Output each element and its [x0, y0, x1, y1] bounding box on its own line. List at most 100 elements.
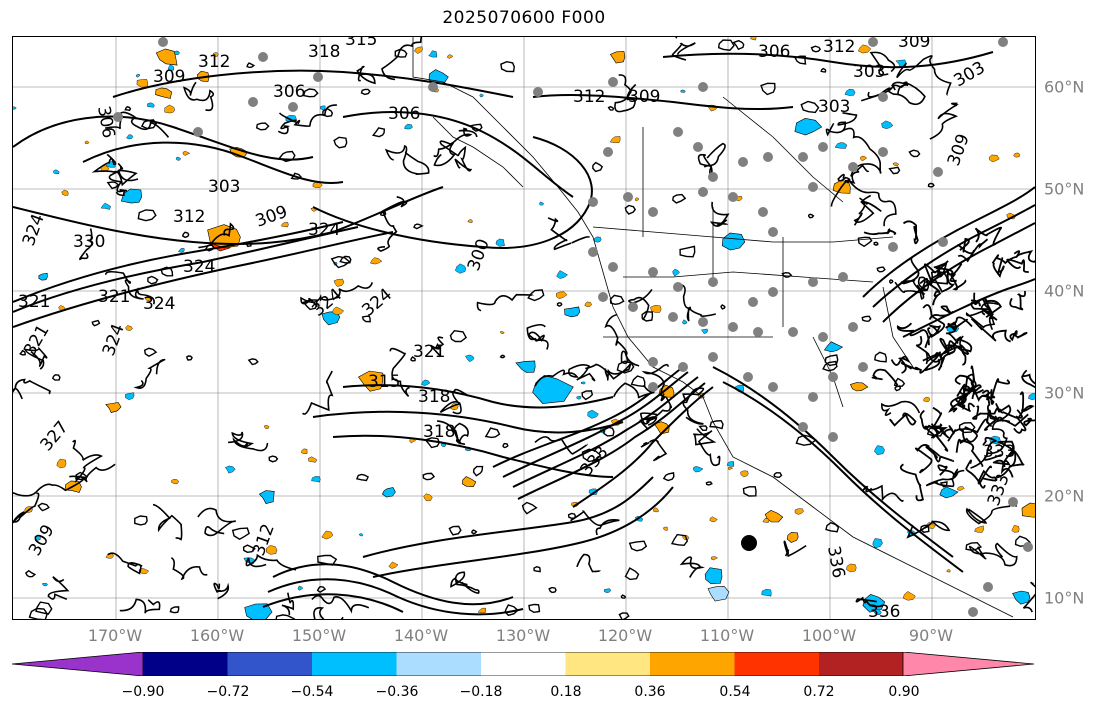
contour-line: [394, 48, 408, 58]
shaded-area: [56, 458, 67, 469]
contour-line: [612, 382, 655, 399]
station-dot: [818, 332, 828, 342]
contour-line: [570, 510, 620, 536]
contour-line: [433, 142, 456, 167]
station-dot-large: [741, 535, 757, 551]
contour-line: [1016, 391, 1035, 419]
station-dot: [728, 192, 738, 202]
contour-line: [927, 324, 942, 337]
contour-line: [316, 585, 327, 594]
shaded-area: [663, 526, 668, 531]
contour-value-label: 312: [823, 37, 855, 57]
contour-line: [186, 355, 193, 361]
shaded-area: [212, 52, 219, 58]
contour-line: [822, 360, 838, 372]
contour-line: [410, 356, 416, 362]
shaded-area: [555, 291, 568, 300]
shaded-area: [873, 608, 882, 616]
contour-line: [389, 347, 410, 397]
contour-line: [925, 445, 955, 463]
shaded-area: [358, 370, 384, 392]
contour-line: [79, 228, 93, 261]
shaded-area: [147, 102, 155, 108]
contour-line: [896, 55, 952, 96]
contour-line: [933, 261, 954, 278]
shaded-area: [515, 360, 536, 373]
contour-value-label: 303: [853, 62, 885, 82]
contour-line: [947, 316, 973, 331]
colorbar-segment: [481, 652, 567, 676]
contour-line: [112, 69, 514, 98]
shaded-area: [414, 46, 423, 54]
contour-line: [893, 377, 906, 388]
lon-label-100w: 100°W: [801, 626, 857, 645]
contour-value-label: 306: [388, 104, 420, 124]
shaded-area: [182, 150, 191, 156]
contour-line: [957, 238, 989, 263]
shaded-area: [762, 518, 770, 523]
shaded-area: [175, 156, 181, 161]
contour-line: [107, 552, 143, 575]
contour-line: [984, 413, 1029, 431]
colorbar-over-arrow: [902, 652, 1035, 676]
contour-line: [13, 378, 51, 400]
shaded-area: [136, 79, 148, 88]
contour-line: [958, 421, 976, 434]
shaded-area: [155, 87, 173, 99]
contour-line: [900, 257, 926, 296]
station-dot: [788, 327, 798, 337]
shaded-area: [874, 445, 885, 456]
station-dot: [998, 37, 1008, 47]
contour-line: [356, 65, 376, 85]
lat-label-10n: 10°N: [1044, 588, 1085, 608]
shaded-area: [794, 508, 804, 515]
contour-line: [919, 277, 942, 306]
contour-line: [532, 93, 794, 111]
station-dot: [598, 292, 608, 302]
shaded-area: [13, 106, 17, 110]
contour-line: [548, 586, 557, 594]
shaded-area: [462, 476, 477, 488]
contour-line: [384, 145, 430, 175]
contour-line: [470, 123, 483, 132]
contour-line: [965, 541, 983, 552]
contour-line: [927, 182, 935, 188]
contour-line: [1023, 417, 1035, 427]
station-dot: [708, 352, 718, 362]
shaded-area: [207, 224, 241, 249]
contour-line: [430, 336, 445, 357]
contour-line: [624, 567, 640, 581]
station-dot: [743, 372, 753, 382]
contour-line: [91, 153, 139, 187]
contour-line: [800, 100, 820, 114]
station-dot: [808, 392, 818, 402]
station-dot: [888, 242, 898, 252]
contour-value-label: 315: [345, 37, 377, 50]
contour-line: [512, 376, 699, 488]
station-dot: [698, 187, 708, 197]
contour-line: [925, 469, 965, 488]
station-dot: [968, 607, 978, 617]
contour-line: [794, 55, 807, 65]
contour-line: [894, 385, 902, 392]
station-dot: [768, 287, 778, 297]
map-panel[interactable]: 318 315 312 309 306 306 306 312 309 306 312 303 303 3…: [12, 36, 1036, 620]
contour-line: [709, 419, 724, 430]
contour-line: [783, 540, 807, 558]
station-dot: [768, 382, 778, 392]
contour-line: [948, 383, 966, 413]
contour-line: [919, 409, 949, 452]
shaded-area: [34, 535, 41, 541]
contour-line: [448, 525, 462, 536]
contour-line: [630, 375, 646, 388]
contour-line: [244, 240, 253, 248]
station-dot: [1008, 497, 1018, 507]
colorbar: [12, 652, 1035, 676]
station-dot: [648, 357, 658, 367]
shaded-area: [857, 44, 872, 54]
contour-line: [614, 74, 637, 113]
shaded-area: [721, 232, 746, 251]
shaded-area: [680, 89, 686, 93]
contour-line: [422, 472, 436, 481]
shaded-area: [693, 466, 704, 473]
